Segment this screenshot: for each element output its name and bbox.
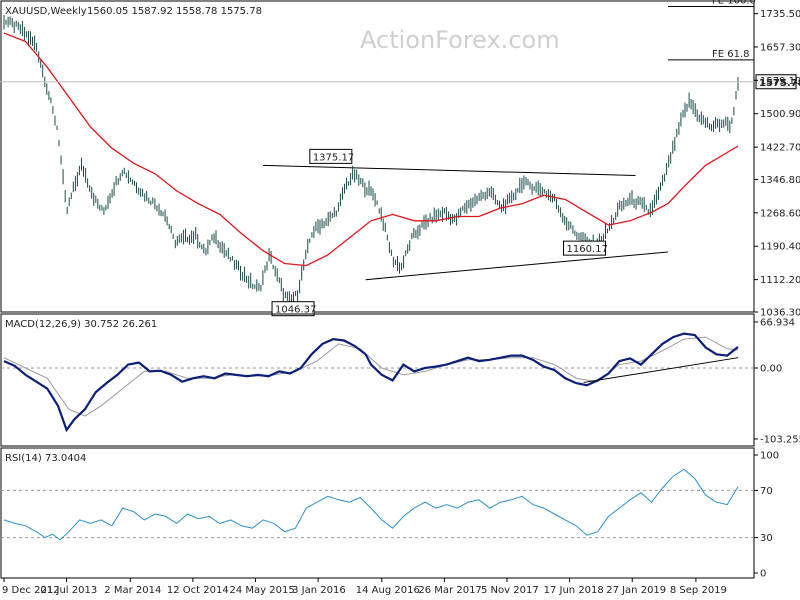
price-panel: ActionForex.com XAUUSD,Weekly 1560.05 15…: [0, 0, 800, 317]
lower-trendline: [365, 251, 668, 281]
price-annotation-label: 1160.17: [566, 244, 607, 255]
price-ytick-label: 1579.10: [760, 76, 800, 87]
price-ytick-label: 1268.60: [760, 208, 800, 219]
x-tick-label: 8 Sep 2019: [670, 585, 727, 596]
symbol-label: XAUUSD,Weekly: [5, 6, 87, 17]
price-ytick-label: 1190.40: [760, 242, 800, 253]
price-ytick-label: 1112.20: [760, 275, 800, 286]
x-tick-label: 2 Mar 2014: [104, 585, 161, 596]
last-price-tag: [755, 74, 797, 90]
rsi-ytick-label: 0: [760, 569, 766, 580]
moving-average-line: [3, 32, 739, 267]
rsi-label: RSI(14) 73.0404: [5, 453, 86, 464]
x-tick-label: 21 Jul 2013: [41, 585, 98, 596]
price-ytick-label: 1422.70: [760, 143, 800, 154]
rsi-ytick-label: 100: [760, 451, 779, 462]
x-tick-label: 26 Mar 2017: [418, 585, 481, 596]
x-tick-label: 3 Jan 2016: [292, 585, 346, 596]
y-axes: 1735.50 1657.30 1579.10 1500.90 1422.70 1346.…: [754, 9, 800, 580]
macd-panel: MACD(12,26,9) 30.752 26.261: [0, 313, 755, 447]
x-tick-label: 5 Nov 2017: [481, 585, 539, 596]
x-tick-label: 24 May 2015: [230, 585, 295, 596]
price-annotation-label: 1375.17: [313, 152, 354, 163]
x-tick-label: 14 Aug 2016: [356, 585, 420, 596]
macd-signal-line: [3, 336, 739, 417]
x-tick-label: 12 Oct 2014: [167, 585, 229, 596]
price-ytick-label: 1346.80: [760, 175, 800, 186]
macd-line: [3, 332, 739, 433]
upper-trendline: [263, 164, 636, 177]
ohlc-label: 1560.05 1587.92 1558.78 1575.78: [87, 6, 262, 17]
x-tick-label: 17 Jun 2018: [544, 585, 604, 596]
macd-ytick-label: 66.934: [760, 318, 795, 329]
fe-61-8-label: FE 61.8: [712, 49, 750, 60]
fe-100-label: FE 100.0: [712, 0, 756, 7]
watermark: ActionForex.com: [360, 26, 560, 54]
rsi-line: [3, 468, 739, 541]
macd-label: MACD(12,26,9) 30.752 26.261: [5, 319, 157, 330]
price-annotation-box: [309, 148, 353, 164]
macd-trendline: [583, 357, 739, 383]
macd-ytick-label: 0.00: [760, 364, 782, 375]
last-price-value: 1575.78: [759, 78, 800, 89]
rsi-ytick-label: 30: [760, 533, 773, 544]
x-tick-label: 9 Dec 2012: [2, 585, 60, 596]
price-ytick-label: 1657.30: [760, 42, 800, 53]
price-ytick-label: 1735.50: [760, 9, 800, 20]
x-tick-label: 27 Jan 2019: [606, 585, 666, 596]
price-ytick-label: 1036.30: [760, 308, 800, 319]
price-annotation-box: [271, 301, 315, 317]
macd-ytick-label: -103.255: [760, 434, 800, 445]
price-ytick-label: 1500.90: [760, 109, 800, 120]
price-annotation-box: [562, 240, 606, 256]
price-annotation-label: 1046.37: [275, 305, 316, 316]
rsi-ytick-label: 70: [760, 486, 773, 497]
